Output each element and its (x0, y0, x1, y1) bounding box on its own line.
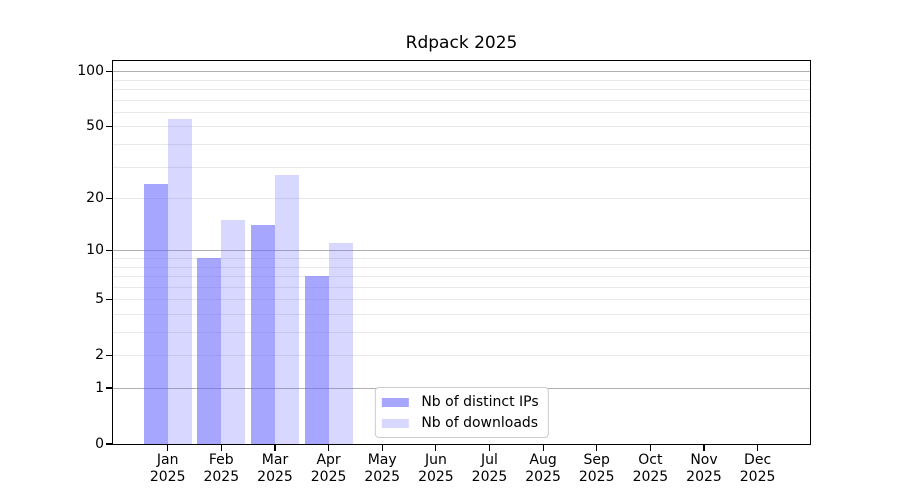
x-tick-label: Mar 2025 (257, 452, 293, 485)
y-tick-mark (106, 387, 112, 389)
y-tick-label: 10 (86, 242, 104, 259)
y-tick-mark (106, 197, 112, 199)
x-tick-label: Feb 2025 (203, 452, 240, 485)
x-tick-mark (167, 445, 169, 451)
bar-downloads (328, 243, 353, 444)
x-tick-mark (488, 445, 491, 451)
y-tick-mark (106, 249, 112, 251)
bar-downloads (167, 118, 192, 444)
y-tick-mark (106, 125, 112, 127)
gridline-major (113, 250, 810, 252)
y-tick-label: 20 (86, 190, 104, 207)
gridline-minor (113, 111, 810, 113)
x-tick-mark (757, 445, 759, 451)
y-tick-label: 0 (95, 436, 104, 452)
x-tick-label: Dec 2025 (739, 452, 776, 485)
gridline-minor (113, 99, 810, 101)
x-tick-label: Sep 2025 (578, 452, 615, 485)
bar-distinct-ips (143, 184, 168, 444)
x-tick-label: Jun 2025 (418, 452, 454, 485)
gridline-minor (113, 126, 810, 128)
gridline-major (113, 71, 810, 73)
y-tick-label: 5 (95, 291, 104, 308)
x-tick-label: May 2025 (364, 452, 400, 485)
x-tick-mark (435, 445, 437, 451)
legend: Nb of distinct IPs Nb of downloads (374, 387, 549, 438)
y-tick-mark (106, 443, 112, 445)
gridline-minor (113, 89, 810, 90)
legend-swatch-distinct-ips (381, 397, 409, 407)
plot-area: Nb of distinct IPs Nb of downloads (112, 60, 811, 445)
x-tick-mark (649, 445, 651, 451)
gridline-minor (113, 166, 810, 168)
x-tick-label: Nov 2025 (686, 452, 722, 485)
x-tick-label: Aug 2025 (525, 452, 561, 485)
bar-downloads (275, 174, 299, 444)
x-tick-mark (220, 445, 222, 451)
x-tick-label: Apr 2025 (310, 452, 347, 485)
legend-label-distinct-ips: Nb of distinct IPs (421, 394, 539, 410)
x-tick-mark (596, 445, 598, 451)
y-tick-label: 1 (95, 380, 104, 396)
x-tick-label: Jul 2025 (471, 452, 508, 485)
gridline-minor (113, 144, 810, 145)
bar-distinct-ips (251, 225, 275, 444)
x-tick-mark (703, 445, 705, 451)
gridline-minor (113, 198, 810, 200)
x-tick-mark (542, 445, 544, 451)
y-tick-mark (106, 354, 112, 356)
legend-item-distinct-ips: Nb of distinct IPs (381, 393, 539, 411)
legend-label-downloads: Nb of downloads (421, 415, 539, 431)
legend-swatch-downloads (381, 418, 409, 428)
x-tick-mark (381, 445, 383, 451)
bar-distinct-ips (304, 276, 329, 444)
bar-distinct-ips (197, 258, 222, 444)
y-tick-label: 50 (86, 118, 104, 135)
y-tick-mark (106, 298, 112, 300)
y-tick-label: 100 (77, 63, 104, 80)
x-tick-mark (328, 445, 330, 451)
y-tick-label: 2 (95, 347, 104, 364)
chart-title: Rdpack 2025 (405, 33, 518, 53)
bar-downloads (221, 220, 246, 444)
y-tick-mark (106, 70, 112, 72)
x-tick-label: Oct 2025 (632, 452, 669, 485)
x-tick-label: Jan 2025 (149, 452, 186, 485)
legend-item-downloads: Nb of downloads (381, 414, 538, 432)
gridline-minor (113, 79, 810, 81)
x-tick-mark (274, 445, 276, 451)
